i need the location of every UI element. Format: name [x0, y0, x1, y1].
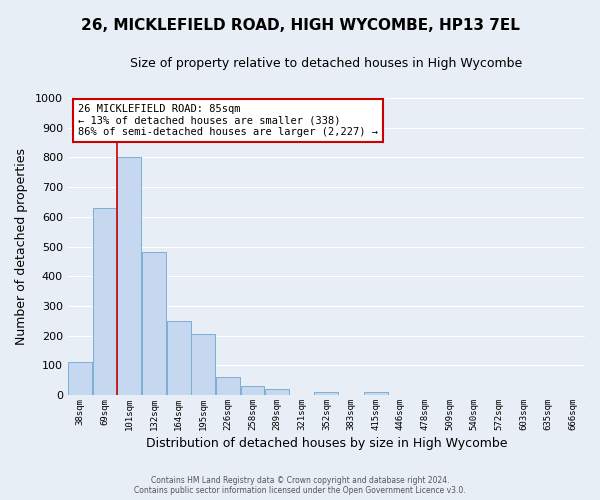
Bar: [265, 389, 289, 395]
Bar: [216, 376, 240, 395]
Y-axis label: Number of detached properties: Number of detached properties: [15, 148, 28, 345]
Title: Size of property relative to detached houses in High Wycombe: Size of property relative to detached ho…: [130, 58, 523, 70]
Bar: [68, 362, 92, 395]
Text: Contains HM Land Registry data © Crown copyright and database right 2024.
Contai: Contains HM Land Registry data © Crown c…: [134, 476, 466, 495]
Text: 26 MICKLEFIELD ROAD: 85sqm
← 13% of detached houses are smaller (338)
86% of sem: 26 MICKLEFIELD ROAD: 85sqm ← 13% of deta…: [78, 104, 378, 137]
Bar: [167, 321, 191, 395]
Bar: [241, 386, 265, 395]
Bar: [142, 252, 166, 395]
Bar: [364, 392, 388, 395]
Bar: [314, 392, 338, 395]
X-axis label: Distribution of detached houses by size in High Wycombe: Distribution of detached houses by size …: [146, 437, 507, 450]
Text: 26, MICKLEFIELD ROAD, HIGH WYCOMBE, HP13 7EL: 26, MICKLEFIELD ROAD, HIGH WYCOMBE, HP13…: [80, 18, 520, 32]
Bar: [191, 334, 215, 395]
Bar: [93, 208, 116, 395]
Bar: [118, 158, 142, 395]
